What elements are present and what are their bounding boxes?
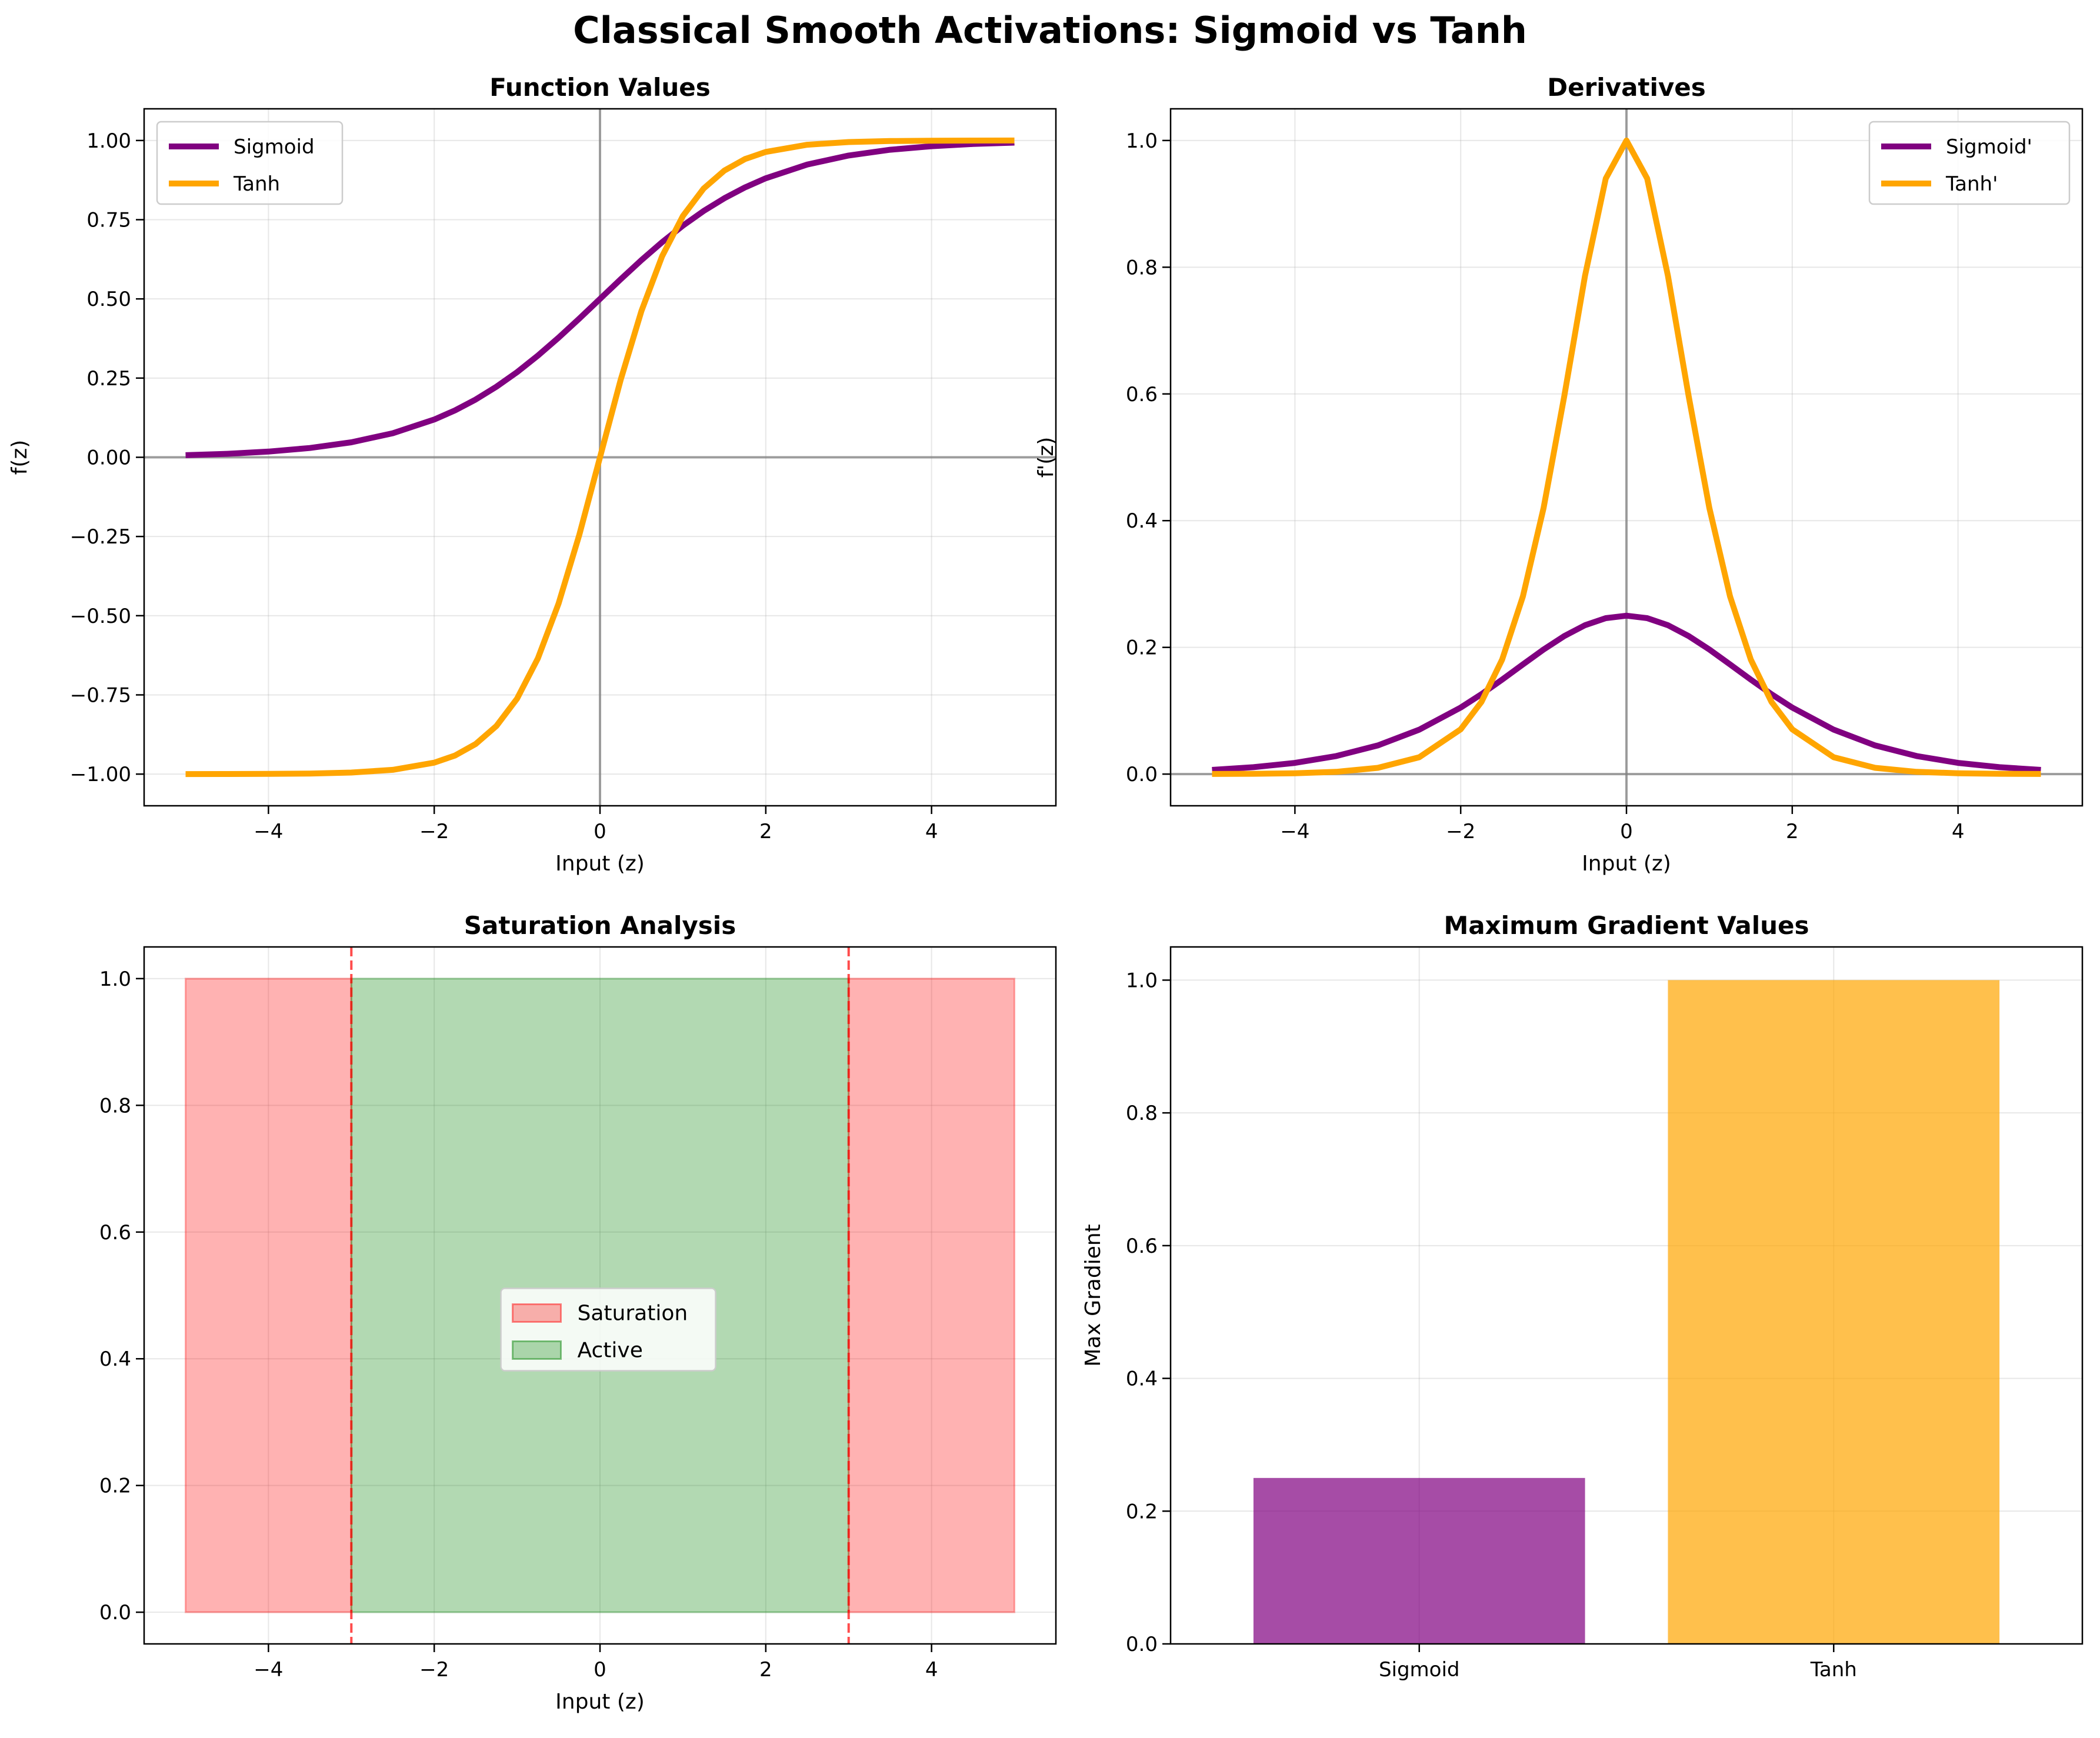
region-saturation bbox=[184, 978, 352, 1613]
x-tick-label: 4 bbox=[1952, 820, 1965, 843]
legend: Saturation Active bbox=[500, 1287, 716, 1372]
x-tick-label: 0 bbox=[594, 1658, 606, 1682]
subplot-title: Derivatives bbox=[1547, 73, 1706, 102]
panel-function-values: −4 −2 0 2 4 −1.00 −0.75 −0.50 −0.25 0.00 0.25 0.50 0… bbox=[8, 73, 1057, 876]
bar-tanh bbox=[1668, 980, 2000, 1644]
x-tick-label: −2 bbox=[419, 1658, 449, 1682]
x-ticks: −4 −2 0 2 4 bbox=[1280, 806, 1964, 843]
plot-area bbox=[1171, 109, 2082, 806]
y-tick-label: 0.4 bbox=[99, 1347, 131, 1371]
x-tick-label: Tanh bbox=[1810, 1658, 1857, 1682]
axes-frame bbox=[1169, 946, 2084, 1645]
subplot-title: Function Values bbox=[489, 73, 710, 102]
y-tick-label: 1.0 bbox=[99, 968, 131, 991]
x-tick-label: −4 bbox=[1280, 820, 1309, 843]
subplot-title: Saturation Analysis bbox=[464, 911, 736, 940]
bar-sigmoid bbox=[1253, 1477, 1585, 1644]
y-ticks: −1.00 −0.75 −0.50 −0.25 0.00 0.25 0.50 0.75 1.00 bbox=[70, 129, 144, 786]
legend: Sigmoid Tanh bbox=[156, 121, 344, 205]
plot-area bbox=[144, 109, 1056, 806]
y-tick-label: 0.0 bbox=[1126, 1633, 1158, 1656]
panel-max-gradient: Sigmoid Tanh 0.0 0.2 0.4 0.6 0.8 1.0 Maximum Gra… bbox=[1081, 911, 2084, 1682]
x-tick-label: −2 bbox=[419, 820, 449, 843]
x-tick-label: 2 bbox=[1786, 820, 1799, 843]
x-tick-label: 2 bbox=[759, 820, 772, 843]
x-ticks: −4 −2 0 2 4 bbox=[254, 1644, 938, 1682]
y-tick-label: 0.0 bbox=[1126, 763, 1158, 786]
y-tick-label: 1.0 bbox=[1126, 129, 1158, 153]
x-ticks: Sigmoid Tanh bbox=[1379, 1644, 1857, 1682]
y-tick-label: 0.2 bbox=[99, 1475, 131, 1498]
panel-saturation-analysis: −4 −2 0 2 4 0.0 0.2 0.4 0.6 0.8 1.0 Saturation Anal… bbox=[99, 911, 1057, 1714]
x-tick-label: −4 bbox=[254, 1658, 283, 1682]
legend-label: Tanh bbox=[233, 172, 280, 196]
x-axis-label: Input (z) bbox=[555, 1690, 645, 1714]
y-tick-label: −0.75 bbox=[70, 683, 131, 707]
series-line-tanh bbox=[185, 137, 1015, 778]
y-tick-label: 0.50 bbox=[86, 288, 131, 311]
y-tick-label: −0.25 bbox=[70, 525, 131, 549]
y-tick-label: 0.6 bbox=[99, 1221, 131, 1245]
x-tick-label: −4 bbox=[254, 820, 283, 843]
y-tick-label: 0.8 bbox=[99, 1094, 131, 1117]
legend-swatch-saturation bbox=[512, 1303, 562, 1323]
x-tick-label: −2 bbox=[1446, 820, 1475, 843]
x-axis-label: Input (z) bbox=[1582, 852, 1671, 876]
legend-label: Active bbox=[578, 1339, 643, 1363]
series-line-sigmoid bbox=[185, 139, 1015, 458]
figure-suptitle: Classical Smooth Activations: Sigmoid vs… bbox=[573, 9, 1527, 52]
x-ticks: −4 −2 0 2 4 bbox=[254, 806, 938, 843]
y-axis-label: f(z) bbox=[8, 440, 32, 475]
y-tick-label: 0.4 bbox=[1126, 1367, 1158, 1391]
y-tick-label: 1.0 bbox=[1126, 969, 1158, 992]
legend-label: Sigmoid bbox=[234, 135, 315, 159]
y-tick-label: 0.6 bbox=[1126, 383, 1158, 406]
y-ticks: 0.0 0.2 0.4 0.6 0.8 1.0 bbox=[99, 968, 144, 1624]
y-tick-label: 1.00 bbox=[86, 129, 131, 153]
legend-frame bbox=[500, 1287, 716, 1372]
subplot-title: Maximum Gradient Values bbox=[1444, 911, 1809, 940]
y-axis-label: Max Gradient bbox=[1081, 1224, 1105, 1367]
plot-area bbox=[1253, 980, 2000, 1644]
series-line-tanh bbox=[1212, 137, 2041, 777]
y-tick-label: 0.25 bbox=[86, 367, 131, 391]
x-tick-label: 0 bbox=[594, 820, 606, 843]
y-axis-label: f'(z) bbox=[1034, 437, 1058, 478]
x-tick-label: 0 bbox=[1620, 820, 1633, 843]
legend: Sigmoid' Tanh' bbox=[1868, 121, 2071, 205]
x-axis-label: Input (z) bbox=[555, 852, 645, 876]
y-tick-label: 0.8 bbox=[1126, 1102, 1158, 1125]
y-tick-label: 0.6 bbox=[1126, 1235, 1158, 1258]
y-tick-label: −0.50 bbox=[70, 605, 131, 628]
legend-swatch-active bbox=[512, 1340, 562, 1360]
y-tick-label: 0.8 bbox=[1126, 256, 1158, 279]
y-tick-label: 0.75 bbox=[86, 209, 131, 232]
x-tick-label: Sigmoid bbox=[1379, 1658, 1460, 1682]
y-tick-label: 0.2 bbox=[1126, 636, 1158, 660]
x-tick-label: 4 bbox=[925, 820, 938, 843]
region-saturation bbox=[848, 978, 1016, 1613]
x-tick-label: 4 bbox=[925, 1658, 938, 1682]
y-tick-label: 0.00 bbox=[86, 446, 131, 470]
y-tick-label: 0.4 bbox=[1126, 509, 1158, 533]
y-tick-label: 0.0 bbox=[99, 1601, 131, 1624]
legend-label: Tanh' bbox=[1945, 172, 1998, 196]
y-tick-label: −1.00 bbox=[70, 763, 131, 786]
x-tick-label: 2 bbox=[759, 1658, 772, 1682]
legend-label: Sigmoid' bbox=[1946, 135, 2032, 159]
y-ticks: 0.0 0.2 0.4 0.6 0.8 1.0 bbox=[1126, 129, 1171, 786]
subplot-grid: −4 −2 0 2 4−1.00−0.75−0.50−0.250.000.250.500… bbox=[8, 73, 2084, 1714]
y-ticks: 0.0 0.2 0.4 0.6 0.8 1.0 bbox=[1126, 969, 1171, 1656]
y-tick-label: 0.2 bbox=[1126, 1500, 1158, 1523]
series-line-sigmoid bbox=[1212, 612, 2041, 773]
legend-label: Saturation bbox=[578, 1302, 688, 1326]
panel-derivatives: −4 −2 0 2 4 0.0 0.2 0.4 0.6 0.8 1.0 Derivatives Inpu… bbox=[1034, 73, 2084, 876]
